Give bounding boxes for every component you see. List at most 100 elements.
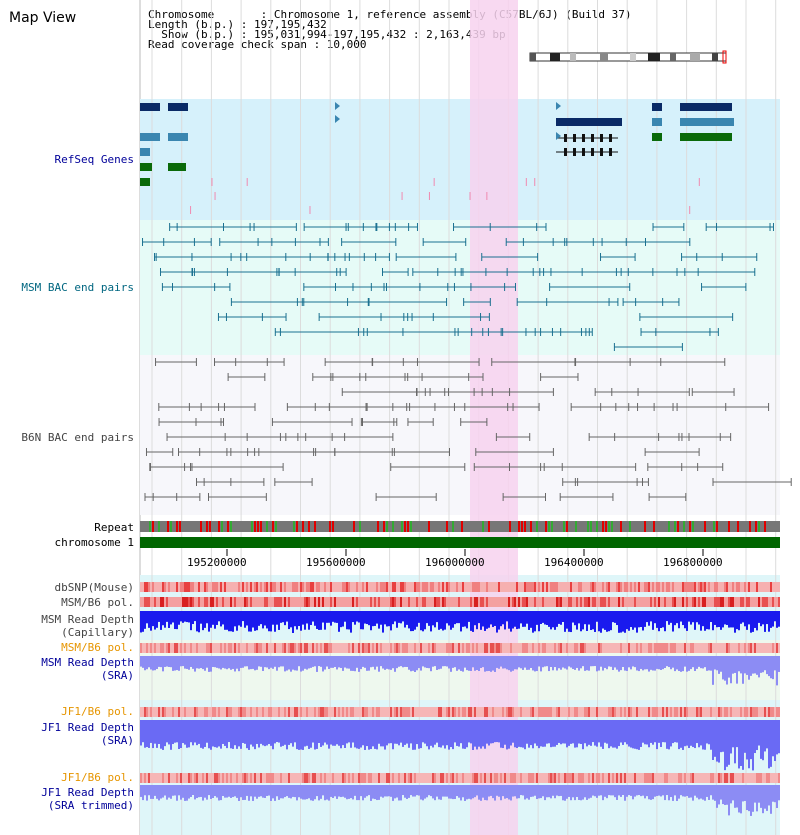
heat-strip-cell (730, 773, 732, 783)
heat-strip-cell (494, 707, 496, 717)
heat-strip-cell (580, 773, 582, 783)
heat-strip-cell (228, 643, 230, 653)
repeat-element (755, 521, 757, 532)
depth-bar (630, 785, 632, 796)
heat-strip-cell (196, 643, 198, 653)
heat-strip-cell (210, 597, 212, 607)
depth-bar (160, 720, 162, 749)
depth-bar (540, 611, 542, 625)
heat-strip-cell (370, 597, 372, 607)
depth-bar (534, 785, 536, 796)
heat-strip-cell (456, 597, 458, 607)
depth-bar (668, 611, 670, 625)
heat-strip-cell (536, 582, 538, 592)
heat-strip-cell (658, 643, 660, 653)
depth-bar (382, 720, 384, 747)
depth-bar (336, 720, 338, 745)
heat-strip-cell (158, 707, 160, 717)
depth-bar (420, 720, 422, 749)
depth-bar (170, 720, 172, 750)
depth-bar (148, 656, 150, 668)
heat-strip-cell (710, 582, 712, 592)
depth-bar (506, 720, 508, 750)
depth-bar (642, 611, 644, 631)
heat-strip-cell (216, 597, 218, 607)
heat-strip-cell (590, 582, 592, 592)
depth-bar (288, 720, 290, 745)
depth-bar (558, 656, 560, 669)
heat-strip-cell (242, 707, 244, 717)
heat-strip-cell (412, 707, 414, 717)
heat-strip-cell (532, 773, 534, 783)
depth-bar (250, 785, 252, 797)
heat-strip-cell (194, 707, 196, 717)
heat-strip-cell (432, 773, 434, 783)
heat-strip-cell (726, 707, 728, 717)
depth-bar (626, 656, 628, 671)
depth-bar (682, 656, 684, 672)
heat-strip-cell (692, 707, 694, 717)
depth-bar (486, 720, 488, 744)
heat-strip-cell (226, 773, 228, 783)
depth-bar (142, 656, 144, 668)
heat-strip-cell (334, 597, 336, 607)
heat-strip-cell (316, 643, 318, 653)
depth-bar (746, 785, 748, 811)
heat-strip-cell (204, 597, 206, 607)
depth-bar (578, 611, 580, 624)
heat-strip-cell (534, 707, 536, 717)
depth-bar (240, 720, 242, 749)
refseq-exon (573, 134, 576, 142)
heat-strip-cell (624, 707, 626, 717)
heat-strip-cell (568, 643, 570, 653)
depth-bar (288, 656, 290, 670)
heat-strip-cell (542, 773, 544, 783)
heat-strip-cell (716, 597, 718, 607)
depth-bar (648, 656, 650, 672)
depth-bar (276, 611, 278, 625)
track-label-msm-depth-sra: MSM Read Depth (SRA) (41, 656, 134, 682)
depth-bar (228, 785, 230, 797)
heat-strip-cell (272, 582, 274, 592)
heat-strip-cell (580, 643, 582, 653)
heat-strip-cell (150, 582, 152, 592)
depth-bar (294, 785, 296, 798)
heat-strip-cell (302, 597, 304, 607)
depth-bar (254, 611, 256, 631)
heat-strip-cell (318, 582, 320, 592)
depth-bar (722, 611, 724, 628)
depth-bar (204, 611, 206, 628)
heat-strip-cell (454, 643, 456, 653)
heat-strip-cell (592, 582, 594, 592)
depth-bar (498, 611, 500, 630)
depth-bar (648, 785, 650, 800)
heat-strip-cell (382, 597, 384, 607)
heat-strip-cell (692, 597, 694, 607)
heat-strip-cell (678, 707, 680, 717)
heat-strip-cell (160, 643, 162, 653)
repeat-element (383, 521, 385, 532)
heat-strip-cell (554, 643, 556, 653)
heat-strip-cell (614, 582, 616, 592)
heat-strip-cell (352, 643, 354, 653)
depth-bar (622, 785, 624, 796)
heat-strip-cell (566, 643, 568, 653)
heat-strip-cell (142, 582, 144, 592)
heat-strip-cell (772, 597, 774, 607)
heat-strip-cell (200, 707, 202, 717)
depth-bar (246, 720, 248, 749)
depth-bar (234, 611, 236, 627)
depth-bar (570, 611, 572, 633)
depth-bar (190, 611, 192, 631)
depth-bar (202, 611, 204, 631)
heat-strip-cell (388, 643, 390, 653)
heat-strip-cell (474, 582, 476, 592)
heat-strip-cell (716, 582, 718, 592)
heat-strip-cell (520, 773, 522, 783)
heat-strip-cell (488, 582, 490, 592)
heat-strip-cell (576, 643, 578, 653)
heat-strip-cell (374, 582, 376, 592)
depth-bar (716, 720, 718, 762)
heat-strip-cell (418, 707, 420, 717)
